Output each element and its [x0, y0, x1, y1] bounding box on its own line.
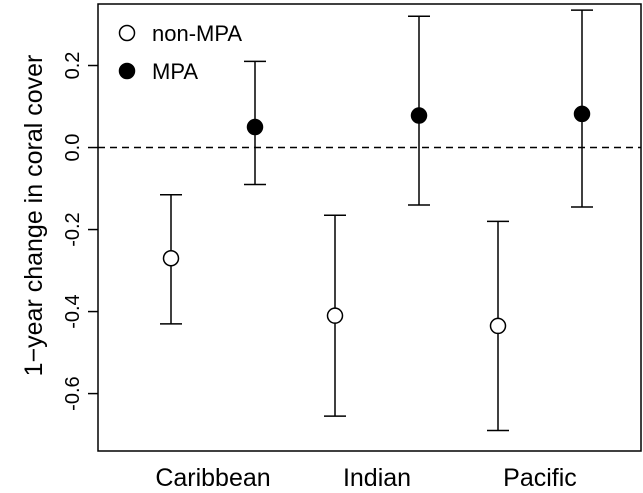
error-bar-point: [408, 15, 430, 206]
mpa-point: [246, 118, 264, 136]
x-category-label: Pacific: [503, 464, 577, 492]
x-category-label: Indian: [343, 464, 411, 492]
y-tick-label: -0.6: [62, 376, 84, 410]
y-axis: -0.6 -0.4 -0.2 0.0 0.2: [62, 52, 98, 411]
legend: non-MPA MPA: [118, 21, 242, 84]
plot-frame: [97, 3, 642, 452]
y-tick-label: -0.2: [62, 212, 84, 246]
y-tick-label: 0.0: [62, 134, 84, 162]
error-bar-point: [487, 220, 509, 432]
legend-non-mpa-marker: [118, 24, 136, 42]
x-axis: Caribbean Indian Pacific: [155, 464, 577, 492]
mpa-point: [410, 107, 428, 124]
non-mpa-point: [326, 307, 344, 324]
x-category-label: Caribbean: [155, 464, 270, 492]
error-bar-point: [324, 214, 346, 417]
data-marks: [160, 9, 593, 432]
y-tick-label: -0.4: [62, 294, 84, 328]
legend-mpa-marker: [118, 62, 136, 80]
legend-label: non-MPA: [152, 21, 242, 46]
error-bar-point: [571, 9, 593, 208]
y-axis-label: 1−year change in coral cover: [20, 55, 48, 377]
error-bar-point: [244, 60, 266, 186]
legend-label: MPA: [152, 59, 198, 84]
mpa-point: [573, 105, 591, 123]
error-bar-point: [160, 193, 182, 325]
non-mpa-point: [162, 250, 180, 267]
y-tick-label: 0.2: [62, 52, 84, 80]
non-mpa-point: [489, 317, 507, 335]
